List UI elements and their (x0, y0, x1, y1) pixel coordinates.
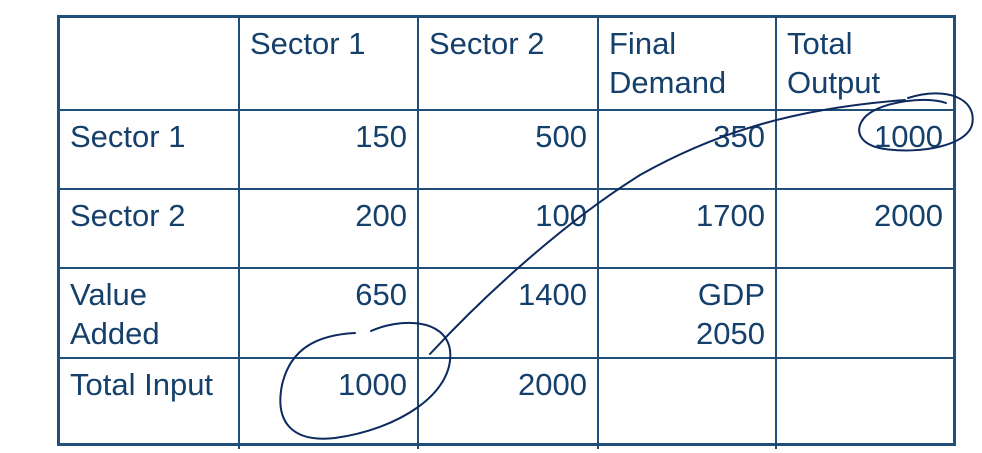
cell-value: 500 (535, 119, 587, 154)
row-label-sector-1: Sector 1 (60, 109, 240, 190)
header-total-output-line-1: Total (787, 26, 853, 61)
header-sector-2: Sector 2 (417, 18, 599, 111)
table-row: Value Added 650 1400 GDP 2050 (60, 267, 953, 359)
row-label-total-input: Total Input (60, 357, 240, 449)
cell-value: 200 (355, 198, 407, 233)
header-sector-1: Sector 1 (238, 18, 419, 111)
cell-value: 1400 (518, 277, 587, 312)
row-label-line: Sector 2 (70, 198, 186, 233)
row-label-line: Total Input (70, 367, 214, 402)
table-cell-empty (597, 357, 777, 449)
table-cell: 1400 (417, 267, 599, 359)
cell-value: 150 (355, 119, 407, 154)
header-row: Sector 1 Sector 2 Final Demand Total Out… (60, 18, 953, 111)
row-label-line: Value (70, 277, 147, 312)
table-cell-empty (775, 357, 953, 449)
cell-value: 1000 (338, 367, 407, 402)
table-cell: 2000 (417, 357, 599, 449)
header-total-output: Total Output (775, 18, 953, 111)
table-cell: 1700 (597, 188, 777, 269)
row-label-sector-2: Sector 2 (60, 188, 240, 269)
table-row: Sector 2 200 100 1700 2000 (60, 188, 953, 269)
header-final-demand-line-2: Demand (609, 65, 727, 100)
cell-value: 650 (355, 277, 407, 312)
header-final-demand: Final Demand (597, 18, 777, 111)
table-cell: 500 (417, 109, 599, 190)
cell-value: 2000 (518, 367, 587, 402)
table-cell: 350 (597, 109, 777, 190)
table-cell: 200 (238, 188, 419, 269)
table-cell: 150 (238, 109, 419, 190)
gdp-value: 2050 (696, 316, 765, 351)
table-cell-empty (775, 267, 953, 359)
cell-value: 100 (535, 198, 587, 233)
table-cell: 1000 (775, 109, 953, 190)
table-cell: 2000 (775, 188, 953, 269)
input-output-table: Sector 1 Sector 2 Final Demand Total Out… (60, 18, 953, 449)
row-label-line: Sector 1 (70, 119, 186, 154)
cell-value: 1700 (696, 198, 765, 233)
header-total-output-line-2: Output (787, 65, 881, 100)
header-final-demand-line-1: Final (609, 26, 677, 61)
row-label-value-added: Value Added (60, 267, 240, 359)
table-cell: 100 (417, 188, 599, 269)
row-label-line: Added (70, 316, 160, 351)
header-corner-cell (60, 18, 240, 111)
cell-value: 2000 (874, 198, 943, 233)
table-cell: 650 (238, 267, 419, 359)
io-table-container: Sector 1 Sector 2 Final Demand Total Out… (57, 15, 956, 449)
cell-value: 1000 (874, 119, 943, 154)
gdp-cell: GDP 2050 (597, 267, 777, 359)
cell-value: 350 (713, 119, 765, 154)
table-row: Total Input 1000 2000 (60, 357, 953, 449)
gdp-label: GDP (697, 277, 765, 312)
table-cell: 1000 (238, 357, 419, 449)
table-row: Sector 1 150 500 350 1000 (60, 109, 953, 190)
